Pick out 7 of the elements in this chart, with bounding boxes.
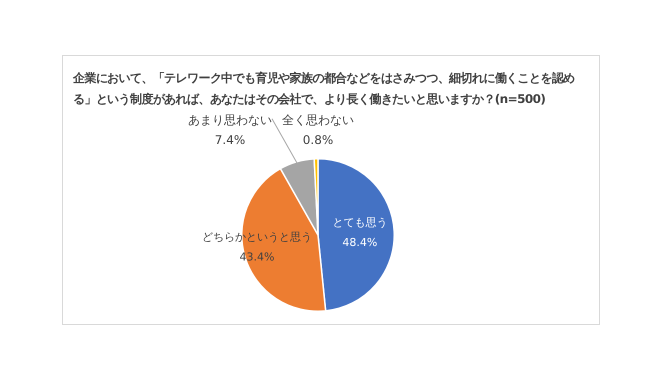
slice-label: とても思う <box>332 216 388 229</box>
data-label: 0.8% <box>302 132 334 147</box>
data-label: 7.4% <box>214 132 246 147</box>
chart-title: 企業において、「テレワーク中でも育児や家族の都合などをはさみつつ、細切れに働くことを認める」という制度があれば、あなたはその会社で、より長く働きたいと思いますか？(n=500) <box>73 70 576 108</box>
slice-label: あまり思わない <box>188 112 272 127</box>
slice-label: 全く思わない <box>282 112 354 127</box>
data-label: 48.4% <box>342 236 378 249</box>
